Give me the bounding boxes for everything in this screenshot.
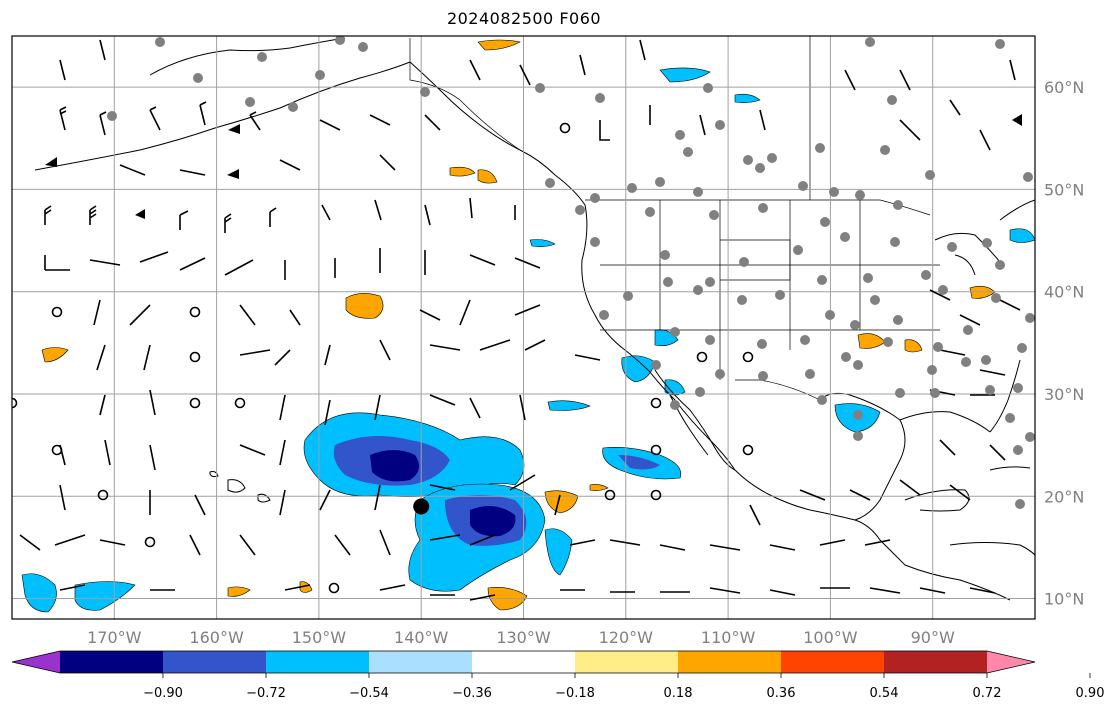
lat-label: 60°N bbox=[1044, 78, 1084, 97]
latitude-labels: 10°N 20°N 30°N 40°N 50°N 60°N bbox=[1044, 78, 1084, 608]
colorbar-outline bbox=[11, 650, 1036, 674]
map-frame bbox=[11, 35, 1036, 620]
longitude-labels: 170°W 160°W 150°W 140°W 130°W 120°W 110°W 100°W… bbox=[87, 628, 955, 647]
anomaly-shading bbox=[21, 39, 1035, 613]
colorbar-extend-low bbox=[12, 651, 60, 673]
wind-barbs bbox=[19, 39, 1021, 601]
lon-label: 140°W bbox=[394, 628, 449, 647]
colorbar-tick-label: 0.72 bbox=[973, 686, 1002, 701]
lat-label: 10°N bbox=[1044, 590, 1084, 609]
wind-pennants bbox=[45, 114, 1022, 219]
colorbar-tick-label: −0.54 bbox=[349, 686, 389, 701]
colorbar-tick-label: 0.90 bbox=[1076, 686, 1105, 701]
lat-label: 50°N bbox=[1044, 180, 1084, 199]
lat-label: 20°N bbox=[1044, 487, 1084, 506]
colorbar-tick-label: −0.18 bbox=[555, 686, 595, 701]
map-title: 2024082500 F060 bbox=[446, 9, 602, 28]
colorbar-segment bbox=[60, 651, 164, 673]
colorbar-segment bbox=[472, 651, 576, 673]
lon-label: 150°W bbox=[292, 628, 347, 647]
colorbar-tick-label: −0.90 bbox=[143, 686, 183, 701]
lon-label: 120°W bbox=[599, 628, 654, 647]
storm-center-marker bbox=[413, 498, 430, 515]
colorbar-tick-label: 0.36 bbox=[767, 686, 796, 701]
colorbar-segment bbox=[884, 651, 988, 673]
lon-label: 160°W bbox=[189, 628, 244, 647]
lon-label: 110°W bbox=[701, 628, 756, 647]
colorbar-tick-label: −0.36 bbox=[452, 686, 492, 701]
colorbar-tick-label: 0.18 bbox=[664, 686, 693, 701]
colorbar-segment bbox=[575, 651, 679, 673]
colorbar-segment bbox=[781, 651, 885, 673]
colorbar bbox=[11, 650, 1036, 674]
lon-label: 100°W bbox=[803, 628, 858, 647]
lat-label: 30°N bbox=[1044, 385, 1084, 404]
colorbar-extend-high bbox=[987, 651, 1035, 673]
lon-label: 90°W bbox=[911, 628, 955, 647]
colorbar-labels: −0.90 −0.72 −0.54 −0.36 −0.18 0.18 0.36 0.54 0.7… bbox=[143, 673, 1104, 701]
colorbar-segment bbox=[266, 651, 370, 673]
colorbar-tick-label: 0.54 bbox=[870, 686, 899, 701]
station-dots bbox=[107, 36, 1035, 509]
colorbar-segment bbox=[163, 651, 267, 673]
colorbar-segment bbox=[369, 651, 473, 673]
lat-label: 40°N bbox=[1044, 283, 1084, 302]
colorbar-segment bbox=[678, 651, 782, 673]
lon-label: 170°W bbox=[87, 628, 142, 647]
lon-label: 130°W bbox=[496, 628, 551, 647]
calm-circles bbox=[12, 122, 754, 594]
gridlines bbox=[12, 36, 1035, 619]
colorbar-tick-label: −0.72 bbox=[246, 686, 286, 701]
